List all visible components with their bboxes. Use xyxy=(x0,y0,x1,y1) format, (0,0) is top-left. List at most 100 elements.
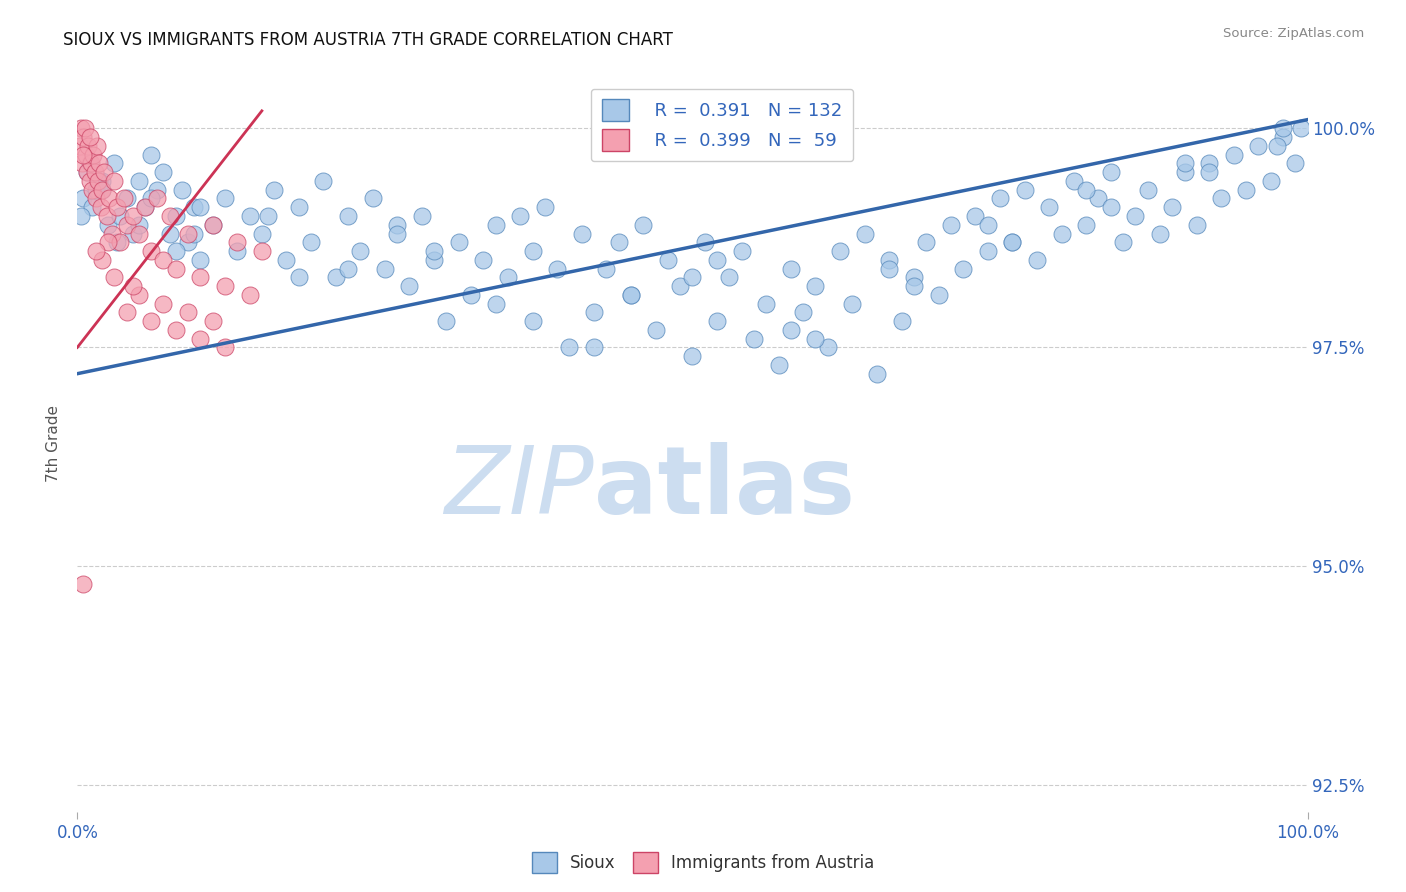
Point xyxy=(72,191,94,205)
Point xyxy=(73,121,96,136)
Point xyxy=(952,261,974,276)
Point xyxy=(361,191,384,205)
Point xyxy=(1291,121,1313,136)
Point xyxy=(780,261,803,276)
Point xyxy=(1063,174,1085,188)
Point xyxy=(693,235,716,250)
Point xyxy=(1161,200,1184,214)
Point xyxy=(903,270,925,285)
Point xyxy=(188,200,212,214)
Point xyxy=(115,218,138,232)
Point xyxy=(239,209,262,223)
Point xyxy=(768,358,790,372)
Point xyxy=(70,156,93,170)
Point xyxy=(183,227,205,241)
Point xyxy=(903,279,925,293)
Point xyxy=(472,252,495,267)
Point xyxy=(657,252,679,267)
Point xyxy=(101,227,124,241)
Point xyxy=(1001,235,1024,250)
Point xyxy=(731,244,754,258)
Point xyxy=(977,218,1000,232)
Point xyxy=(105,200,128,214)
Point xyxy=(201,218,224,232)
Point xyxy=(522,314,544,328)
Point xyxy=(76,165,98,179)
Point xyxy=(103,174,125,188)
Point xyxy=(620,288,643,302)
Point xyxy=(509,209,531,223)
Point xyxy=(1112,235,1135,250)
Point xyxy=(1174,156,1197,170)
Point xyxy=(1198,156,1220,170)
Point xyxy=(84,191,107,205)
Point xyxy=(89,156,111,170)
Point xyxy=(75,147,97,161)
Point xyxy=(177,227,200,241)
Point xyxy=(183,200,205,214)
Point xyxy=(1198,165,1220,179)
Point xyxy=(792,305,814,319)
Point xyxy=(96,209,118,223)
Point xyxy=(146,191,169,205)
Point xyxy=(112,191,135,205)
Point xyxy=(1038,200,1060,214)
Point xyxy=(423,252,446,267)
Point xyxy=(214,279,236,293)
Point xyxy=(141,147,163,161)
Point xyxy=(141,191,163,205)
Point xyxy=(1174,165,1197,179)
Point xyxy=(682,349,704,363)
Point xyxy=(103,156,125,170)
Point xyxy=(188,252,212,267)
Point xyxy=(915,235,938,250)
Point xyxy=(226,235,249,250)
Text: SIOUX VS IMMIGRANTS FROM AUSTRIA 7TH GRADE CORRELATION CHART: SIOUX VS IMMIGRANTS FROM AUSTRIA 7TH GRA… xyxy=(63,31,673,49)
Point xyxy=(853,227,876,241)
Point xyxy=(165,209,187,223)
Legend:   R =  0.391   N = 132,   R =  0.399   N =  59: R = 0.391 N = 132, R = 0.399 N = 59 xyxy=(591,88,853,161)
Point xyxy=(288,270,311,285)
Point xyxy=(583,340,606,354)
Point xyxy=(312,174,335,188)
Text: atlas: atlas xyxy=(595,442,855,534)
Point xyxy=(928,288,950,302)
Point xyxy=(188,270,212,285)
Point xyxy=(522,244,544,258)
Point xyxy=(337,261,360,276)
Point xyxy=(1265,139,1288,153)
Point xyxy=(633,218,655,232)
Point xyxy=(201,314,224,328)
Point xyxy=(706,314,728,328)
Point xyxy=(804,332,827,346)
Point xyxy=(90,183,114,197)
Point xyxy=(1185,218,1208,232)
Point xyxy=(84,244,107,258)
Point xyxy=(1272,130,1295,145)
Point xyxy=(141,314,163,328)
Point xyxy=(1234,183,1257,197)
Text: ZIP: ZIP xyxy=(444,442,595,533)
Point xyxy=(385,218,409,232)
Point xyxy=(80,156,103,170)
Point xyxy=(325,270,347,285)
Point xyxy=(263,183,285,197)
Point xyxy=(257,209,280,223)
Point xyxy=(134,200,156,214)
Point xyxy=(830,244,852,258)
Point xyxy=(879,252,901,267)
Point xyxy=(1001,235,1024,250)
Point xyxy=(817,340,839,354)
Point xyxy=(177,305,200,319)
Point xyxy=(128,288,150,302)
Point xyxy=(250,244,273,258)
Point xyxy=(436,314,458,328)
Point xyxy=(239,288,262,302)
Point xyxy=(460,288,482,302)
Point xyxy=(82,147,104,161)
Point xyxy=(546,261,568,276)
Point xyxy=(201,218,224,232)
Point xyxy=(165,244,187,258)
Point xyxy=(1260,174,1282,188)
Point xyxy=(977,244,1000,258)
